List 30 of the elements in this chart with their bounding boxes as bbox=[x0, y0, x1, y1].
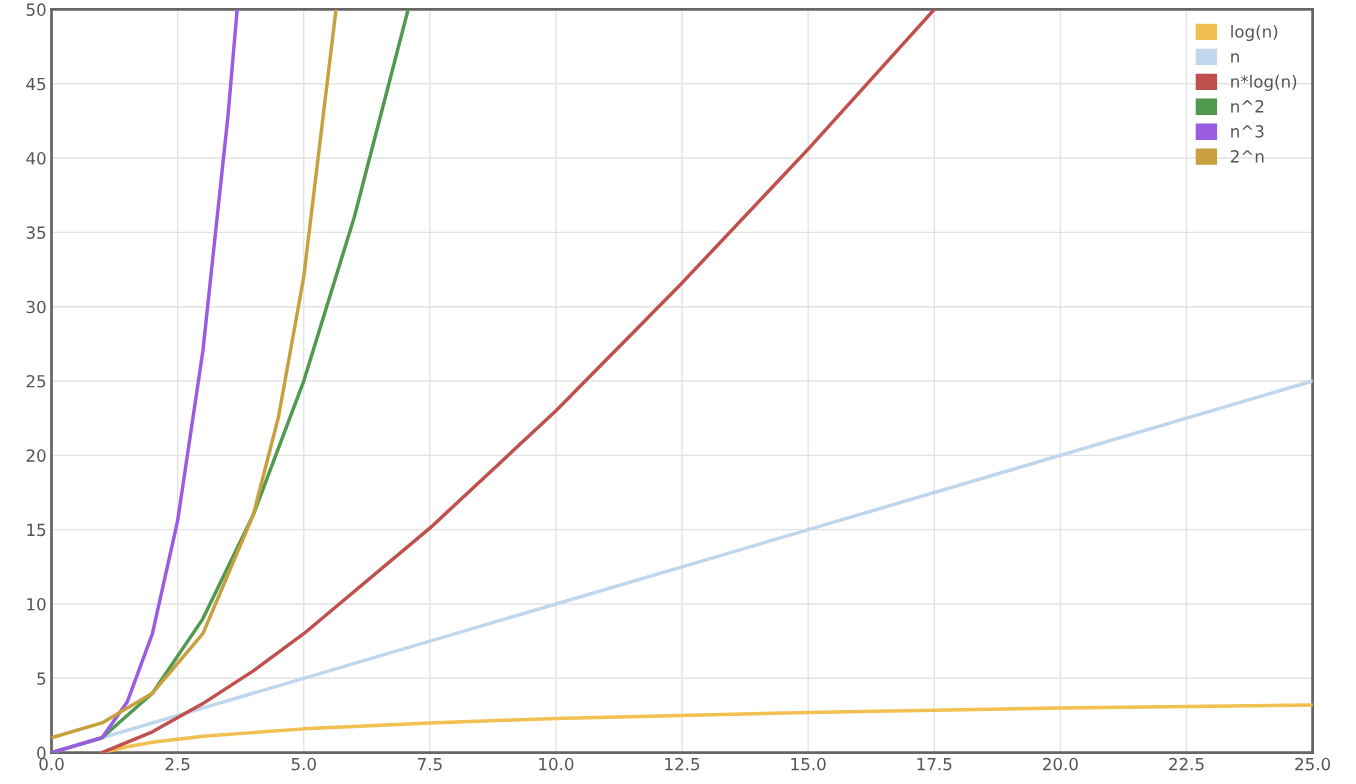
y-tick-label: 5 bbox=[37, 672, 46, 685]
x-tick-label: 20.0 bbox=[1043, 757, 1078, 771]
line-series bbox=[51, 9, 338, 740]
x-tick-label: 10.0 bbox=[539, 757, 574, 771]
x-tick-label: 2.5 bbox=[165, 757, 190, 771]
legend-label: n*log(n) bbox=[1231, 74, 1297, 91]
y-tick-label: 25 bbox=[26, 374, 46, 388]
legend-label: n^2 bbox=[1231, 100, 1264, 113]
x-tick-label: 22.5 bbox=[1169, 757, 1204, 771]
line-series bbox=[100, 9, 937, 753]
legend-label: 2^n bbox=[1230, 150, 1264, 163]
y-tick-label: 45 bbox=[26, 77, 46, 91]
y-tick-label: 10 bbox=[27, 597, 46, 611]
y-tick-label: 0 bbox=[37, 746, 46, 760]
y-tick-label: 35 bbox=[26, 226, 46, 239]
y-tick-label: 20 bbox=[26, 449, 46, 462]
x-tick-label: 5.0 bbox=[291, 757, 316, 771]
x-tick-label: 25.0 bbox=[1295, 757, 1331, 771]
x-tick-label: 7.5 bbox=[417, 758, 442, 771]
x-tick-label: 0.0 bbox=[39, 757, 64, 771]
x-tick-label: 12.5 bbox=[665, 757, 700, 771]
legend-label: n bbox=[1231, 53, 1239, 63]
y-tick-label: 30 bbox=[26, 300, 46, 314]
y-tick-label: 40 bbox=[26, 152, 46, 165]
x-tick-label: 17.5 bbox=[917, 758, 952, 771]
y-tick-label: 15 bbox=[27, 523, 46, 537]
x-tick-label: 15.0 bbox=[791, 757, 826, 771]
y-tick-label: 50 bbox=[26, 3, 46, 16]
legend-label: log(n) bbox=[1231, 24, 1278, 42]
legend-label: n^3 bbox=[1231, 125, 1264, 138]
